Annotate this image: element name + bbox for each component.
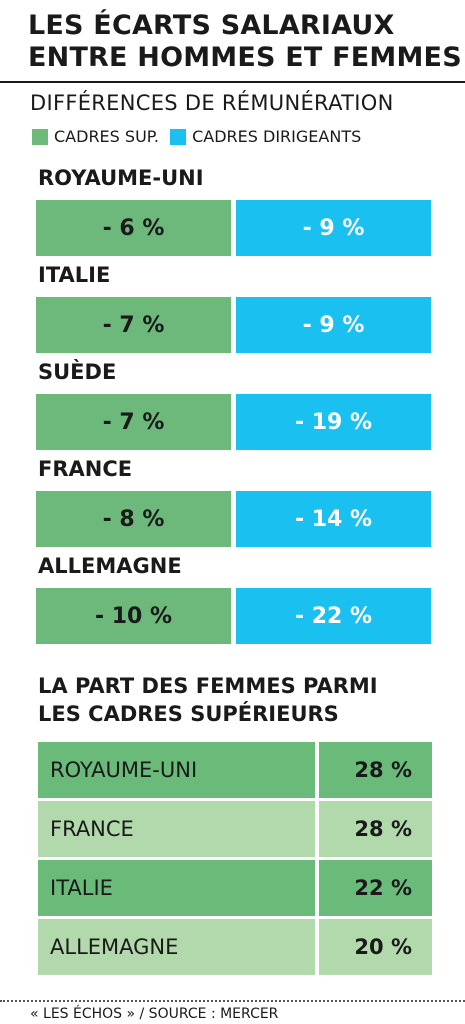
- footer-divider: [0, 1000, 465, 1002]
- table-title-line-1: LA PART DES FEMMES PARMI: [38, 674, 378, 698]
- bar-cadres-sup: - 7 %: [36, 394, 231, 450]
- table-cell-country: FRANCE: [38, 801, 315, 857]
- title-divider: [0, 81, 465, 83]
- table-cell-value: 28 %: [319, 801, 432, 857]
- bar-cadres-sup: - 7 %: [36, 297, 231, 353]
- bar-cadres-dirigeants: - 9 %: [236, 200, 431, 256]
- title-line-1: LES ÉCARTS SALARIAUX: [28, 10, 395, 41]
- bar-cadres-sup: - 6 %: [36, 200, 231, 256]
- table-title: LA PART DES FEMMES PARMI LES CADRES SUPÉ…: [38, 672, 378, 728]
- country-label: FRANCE: [38, 457, 133, 481]
- table-cell-value: 20 %: [319, 919, 432, 975]
- country-label: SUÈDE: [38, 360, 117, 384]
- bar-cadres-dirigeants: - 19 %: [236, 394, 431, 450]
- country-label: ROYAUME-UNI: [38, 166, 204, 190]
- table-row: ALLEMAGNE 20 %: [38, 919, 432, 975]
- table-row: ROYAUME-UNI 28 %: [38, 742, 432, 798]
- country-label: ALLEMAGNE: [38, 554, 182, 578]
- table-cell-country: ITALIE: [38, 860, 315, 916]
- country-label: ITALIE: [38, 263, 111, 287]
- bar-cadres-sup: - 8 %: [36, 491, 231, 547]
- table-cell-country: ROYAUME-UNI: [38, 742, 315, 798]
- legend-swatch-blue: [170, 129, 187, 145]
- legend-label-cadres-dirigeants: CADRES DIRIGEANTS: [192, 127, 362, 146]
- table-row: FRANCE 28 %: [38, 801, 432, 857]
- table-cell-country: ALLEMAGNE: [38, 919, 315, 975]
- legend-item-cadres-dirigeants: CADRES DIRIGEANTS: [170, 127, 361, 147]
- chart-title: DIFFÉRENCES DE RÉMUNÉRATION: [30, 91, 394, 115]
- legend-swatch-green: [32, 129, 48, 145]
- legend-label-cadres-sup: CADRES SUP.: [54, 127, 160, 146]
- infographic-title: LES ÉCARTS SALARIAUX ENTRE HOMMES ET FEM…: [28, 10, 462, 74]
- table-cell-value: 22 %: [319, 860, 432, 916]
- bar-cadres-sup: - 10 %: [36, 588, 231, 644]
- title-line-2: ENTRE HOMMES ET FEMMES: [28, 42, 462, 73]
- table-title-line-2: LES CADRES SUPÉRIEURS: [38, 702, 339, 726]
- source-footer: « LES ÉCHOS » / SOURCE : MERCER: [30, 1006, 279, 1022]
- bar-cadres-dirigeants: - 9 %: [236, 297, 431, 353]
- table-row: ITALIE 22 %: [38, 860, 432, 916]
- bar-cadres-dirigeants: - 14 %: [236, 491, 431, 547]
- legend: CADRES SUP. CADRES DIRIGEANTS: [32, 127, 367, 150]
- table-cell-value: 28 %: [319, 742, 432, 798]
- legend-item-cadres-sup: CADRES SUP.: [32, 127, 159, 147]
- bar-cadres-dirigeants: - 22 %: [236, 588, 431, 644]
